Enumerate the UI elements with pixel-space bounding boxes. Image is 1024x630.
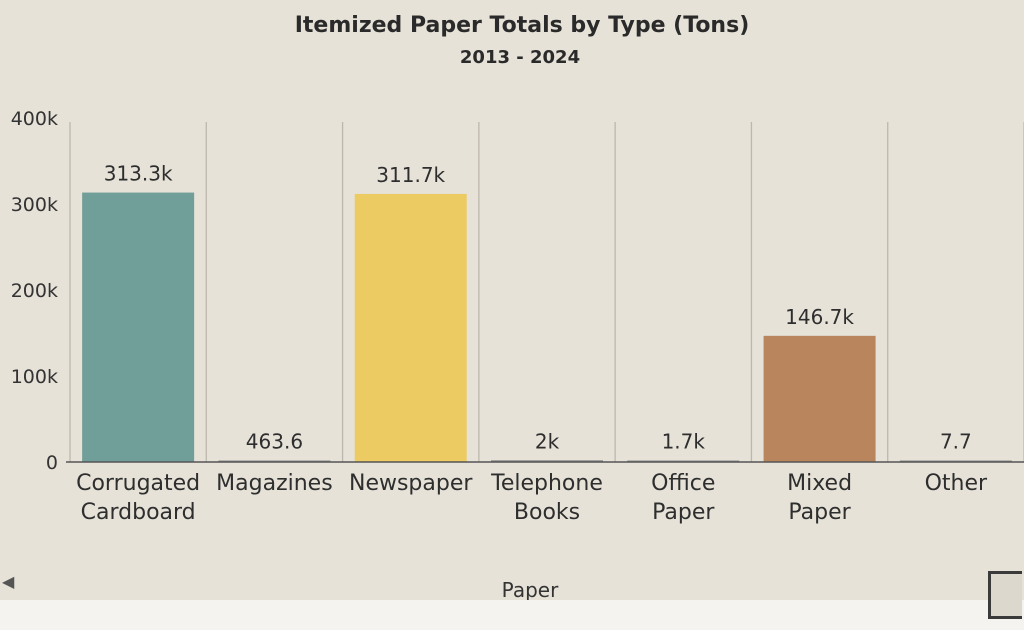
x-axis-ticks: Corrugated Cardboard Magazines Newspaper Tel… (76, 471, 988, 525)
chart-subtitle: 2013 - 2024 (460, 47, 580, 68)
data-label: 146.7k (785, 305, 854, 329)
data-label: 1.7k (662, 430, 706, 454)
data-label: 311.7k (376, 163, 445, 187)
bars (82, 192, 1012, 463)
y-axis-ticks: 0 100k 200k 300k 400k (11, 108, 58, 474)
gridlines (69, 122, 1024, 462)
y-tick-label: 0 (46, 452, 58, 474)
y-tick-label: 400k (11, 108, 58, 130)
x-tick-label-line: Books (514, 500, 580, 525)
x-tick-label: Corrugated Cardboard (76, 471, 200, 525)
caret-left-icon[interactable]: ◀ (2, 572, 15, 591)
x-tick-label: Telephone Books (490, 471, 603, 525)
x-tick-label-line: Paper (788, 500, 851, 525)
x-tick-label-line: Paper (652, 500, 715, 525)
bar[interactable] (491, 460, 603, 462)
next-page-icon[interactable] (988, 571, 1022, 619)
x-tick-label: Other (925, 471, 988, 496)
chart-title: Itemized Paper Totals by Type (Tons) (295, 13, 750, 38)
x-tick-label-line: Corrugated (76, 471, 200, 496)
bar[interactable] (763, 335, 876, 462)
data-label: 463.6 (246, 430, 303, 454)
data-label: 313.3k (104, 162, 173, 186)
x-tick-label-line: Other (925, 471, 988, 496)
y-tick-label: 100k (11, 366, 58, 388)
data-label: 7.7 (940, 430, 972, 454)
x-tick-label-line: Office (651, 471, 715, 496)
data-labels: 313.3k 463.6 311.7k 2k 1.7k 146.7k 7.7 (104, 162, 972, 454)
x-tick-label: Magazines (216, 471, 333, 496)
x-tick-label-line: Newspaper (349, 471, 473, 496)
x-tick-label: Mixed Paper (787, 471, 852, 525)
x-tick-label-line: Magazines (216, 471, 333, 496)
y-tick-label: 300k (11, 194, 58, 216)
bar[interactable] (354, 193, 467, 463)
x-tick-label: Newspaper (349, 471, 473, 496)
x-tick-label-line: Mixed (787, 471, 852, 496)
data-label: 2k (535, 429, 560, 453)
y-tick-label: 200k (11, 280, 58, 302)
x-tick-label-line: Telephone (490, 471, 603, 496)
scroll-area (0, 600, 1024, 630)
x-axis-title: Paper (502, 578, 559, 602)
x-tick-label-line: Cardboard (81, 500, 196, 525)
bar[interactable] (82, 192, 195, 462)
x-tick-label: Office Paper (651, 471, 715, 525)
